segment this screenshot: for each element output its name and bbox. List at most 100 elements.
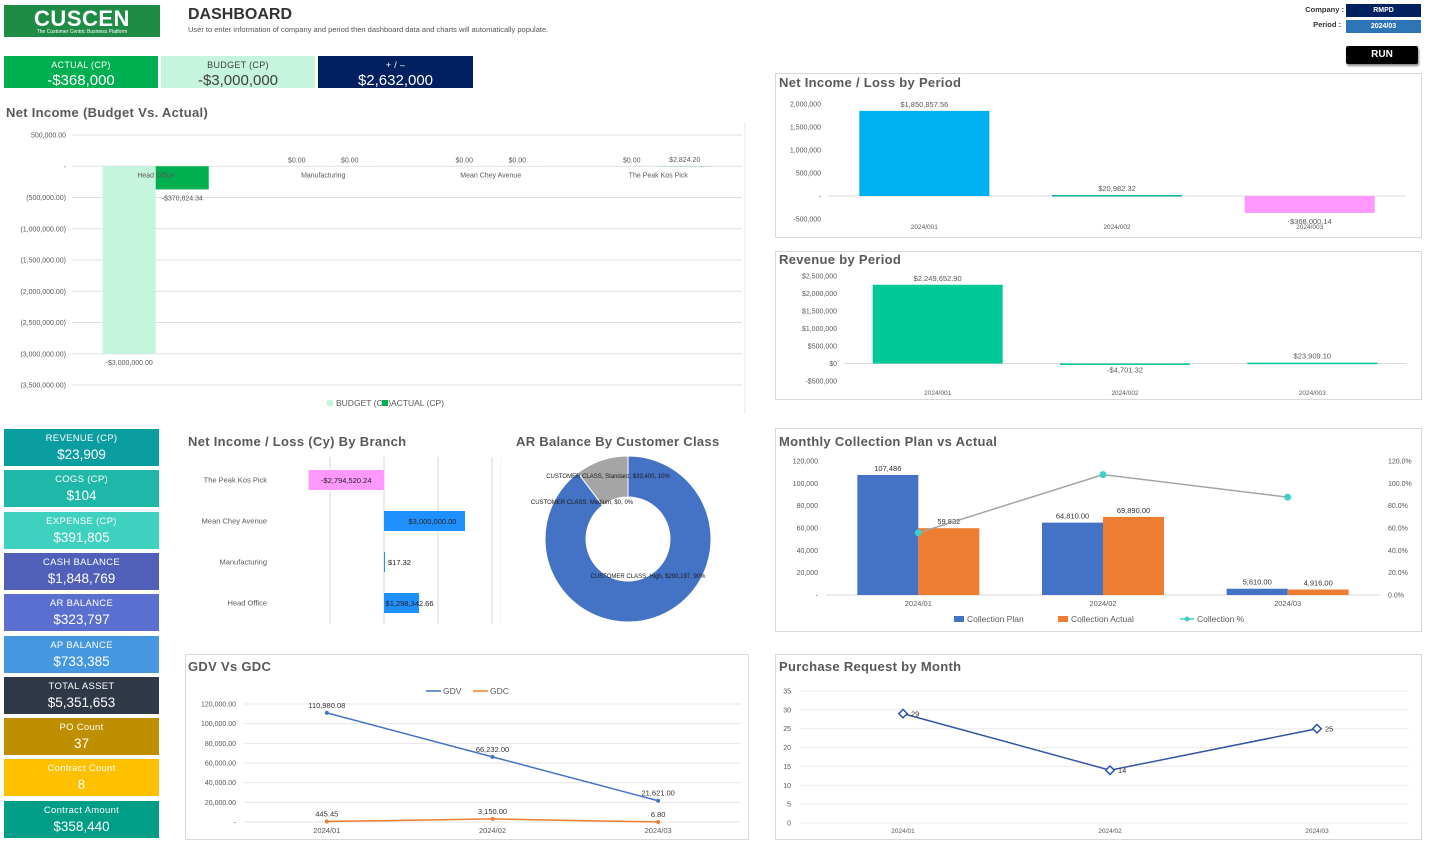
data-label: $3,000,000.00 xyxy=(409,517,457,526)
y-tick-label: $2,500,000 xyxy=(802,274,837,281)
collection-pct-point xyxy=(914,529,922,537)
period-select[interactable]: 2024/03 xyxy=(1346,20,1421,33)
kpi-card-label: Contract Count xyxy=(47,763,116,775)
series-point xyxy=(490,816,495,821)
kpi-card-value: $358,440 xyxy=(53,818,110,834)
kpi-card-label: Contract Amount xyxy=(43,804,120,816)
branch-label: Mean Chey Avenue xyxy=(202,517,267,526)
bar xyxy=(308,470,384,490)
legend-swatch xyxy=(1184,616,1190,622)
y-tick-label: 25 xyxy=(783,726,791,733)
series-point xyxy=(897,708,909,719)
data-label: $2,824.20 xyxy=(669,157,700,164)
kpi-card-label: AP BALANCE xyxy=(50,639,113,651)
bar xyxy=(384,593,420,613)
cuscen-logo: CUSCEN The Customer Centric Business Pla… xyxy=(4,5,160,37)
y-tick-label: 1,500,000 xyxy=(790,125,821,132)
y-tick-label: (3,000,000.00) xyxy=(20,351,66,358)
legend-label: Collection Actual xyxy=(1071,614,1134,624)
collection-pct-point xyxy=(1099,471,1107,479)
bar xyxy=(155,166,209,190)
category-label: 2024/001 xyxy=(924,390,951,396)
y2-tick-label: 0.0% xyxy=(1388,593,1404,600)
kpi-actual-value: -$368,000 xyxy=(47,72,115,89)
y-tick-label: (1,000,000.00) xyxy=(20,226,66,233)
kpi-budget-label: BUDGET (CP) xyxy=(207,60,269,70)
y-tick-label: 35 xyxy=(783,689,791,696)
bar xyxy=(1103,516,1164,595)
y-tick-label: 15 xyxy=(783,764,791,771)
bar xyxy=(1052,195,1182,197)
bar xyxy=(1042,522,1103,595)
kpi-card-value: $391,805 xyxy=(53,529,110,545)
y-tick-label: 20 xyxy=(783,745,791,752)
bar xyxy=(1226,588,1288,595)
series-point xyxy=(1311,723,1323,735)
company-label: Company : xyxy=(1305,5,1344,14)
y-tick-label: 100,000.00 xyxy=(201,721,236,728)
data-label: 69,890.00 xyxy=(1117,506,1150,515)
data-label: $1,850,857.56 xyxy=(900,100,948,109)
bar xyxy=(1060,363,1190,365)
page-subtitle: User to enter information of company and… xyxy=(188,25,549,34)
kpi-card-label: CASH BALANCE xyxy=(43,556,120,568)
data-label: 66,232.00 xyxy=(476,745,509,754)
y-tick-label: (2,500,000.00) xyxy=(20,320,66,327)
data-label: 445.45 xyxy=(315,810,338,819)
y-tick-label: (500,000.00) xyxy=(26,195,66,202)
data-label: -$4,701.32 xyxy=(1107,366,1143,375)
y-tick-label: (3,500,000.00) xyxy=(20,383,66,390)
revenue-by-period-chart: $2,500,000 $2,000,000 $1,500,000 $1,000,000… xyxy=(802,274,1406,396)
y-tick-label: 120,000 xyxy=(793,459,818,466)
y-tick-label: 10 xyxy=(783,783,791,790)
kpi-card-value: 8 xyxy=(77,777,86,793)
legend-label-actual: ACTUAL (CP) xyxy=(391,398,444,408)
run-button[interactable]: RUN xyxy=(1346,46,1418,64)
series-point xyxy=(1104,764,1116,776)
y-tick-label: 500,000.00 xyxy=(31,133,66,140)
kpi-variance-label: + / – xyxy=(385,60,406,70)
category-label: 2024/03 xyxy=(1305,828,1329,835)
collection-pct-point xyxy=(1284,493,1292,501)
y-tick-label: 20,000 xyxy=(797,570,819,577)
series-point xyxy=(490,754,495,759)
category-label: 2024/001 xyxy=(911,224,938,231)
kpi-card-value: $104 xyxy=(66,488,97,504)
data-label: $0.00 xyxy=(288,157,306,164)
y-tick-label: 120,000.00 xyxy=(201,702,236,709)
kpi-card: Contract Count 8 xyxy=(4,759,159,797)
y2-tick-label: 20.0% xyxy=(1388,570,1408,577)
purchase-request-chart: 35 30 25 20 15 10 5 0 2024/01 2024/02 2024/03 29 14 2… xyxy=(783,689,1409,835)
category-label: 2024/003 xyxy=(1296,224,1323,231)
data-label: $0.00 xyxy=(623,157,641,164)
kpi-card-value: $1,848,769 xyxy=(47,570,116,586)
logo-tagline: The Customer Centric Business Platform xyxy=(36,29,128,35)
legend-swatch xyxy=(382,400,388,406)
y-tick-label: - xyxy=(64,164,67,171)
y-tick-label: 80,000.00 xyxy=(205,741,236,748)
y-tick-label: $0 xyxy=(829,361,837,368)
kpi-variance: + / – $2,632,000 xyxy=(318,56,473,89)
y-tick-label: 0 xyxy=(787,821,791,828)
data-label: $1,298,342.66 xyxy=(386,599,434,608)
series-point xyxy=(324,819,329,824)
kpi-variance-value: $2,632,000 xyxy=(357,72,434,89)
bar xyxy=(1247,362,1378,365)
legend-swatch xyxy=(327,400,333,406)
branch-label: The Peak Kos Pick xyxy=(204,476,268,485)
bar xyxy=(384,552,385,572)
kpi-card: TOTAL ASSET $5,351,653 xyxy=(4,676,159,714)
kpi-budget-value: -$3,000,000 xyxy=(197,72,279,89)
y-tick-label: 5 xyxy=(787,802,791,809)
page-title: DASHBOARD xyxy=(188,6,292,23)
legend-swatch xyxy=(954,616,964,622)
category-label: 2024/03 xyxy=(645,826,672,835)
kpi-card-label: EXPENSE (CP) xyxy=(46,515,117,527)
y-tick-label: 1,000,000 xyxy=(790,148,821,155)
data-label: 6.80 xyxy=(651,810,666,819)
company-select[interactable]: RMPD xyxy=(1346,4,1421,17)
ni-budget-actual-title: Net Income (Budget Vs. Actual) xyxy=(6,105,209,120)
series-point xyxy=(656,798,661,803)
y-tick-label: 40,000.00 xyxy=(205,780,236,787)
data-label: $23,909.10 xyxy=(1294,352,1332,361)
